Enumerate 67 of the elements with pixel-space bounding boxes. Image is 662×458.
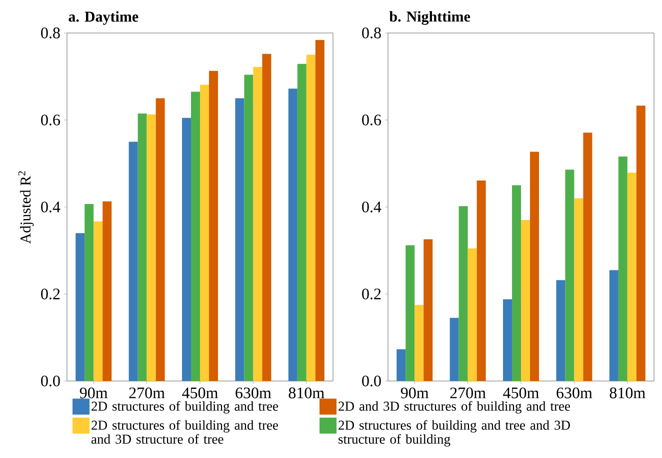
bar (262, 54, 272, 381)
x-tick-label: 270m (450, 388, 486, 398)
x-tick-label: 630m (236, 388, 272, 398)
bar (306, 54, 316, 381)
y-tick-label: 0.6 (362, 114, 382, 126)
bar (503, 299, 512, 381)
bar (424, 239, 433, 381)
x-tick-label: 810m (610, 388, 646, 398)
bar (76, 233, 85, 381)
bar (406, 245, 415, 381)
bar (146, 114, 156, 381)
bar (94, 221, 103, 381)
x-tick-label: 810m (288, 388, 324, 398)
bar (315, 40, 324, 381)
legend-label: 2D structures of building and tree (92, 401, 278, 414)
bar (235, 98, 244, 381)
y-tick-label: 0.8 (41, 28, 60, 38)
y-tick-label: 0.2 (362, 288, 381, 300)
bar (609, 270, 618, 381)
y-tick-label: 0.2 (41, 288, 60, 300)
y-tick-label: 0.4 (362, 202, 382, 212)
y-tick-label: 0.6 (41, 114, 60, 126)
bar (102, 201, 112, 381)
x-tick-label: 90m (400, 388, 429, 398)
x-tick-label: 270m (129, 388, 165, 398)
bar (244, 74, 254, 381)
bar (468, 248, 477, 381)
x-tick-label: 450m (503, 388, 539, 398)
bar (530, 152, 540, 381)
bar (565, 170, 574, 381)
bar (156, 98, 165, 381)
bar (458, 206, 468, 381)
y-tick-label: 0.4 (41, 202, 60, 212)
bar (512, 185, 522, 381)
bar (414, 304, 424, 381)
bar (209, 70, 218, 381)
bar (200, 84, 209, 381)
bar (636, 106, 646, 381)
bar (476, 180, 486, 381)
y-tick-label: 0.8 (362, 28, 381, 38)
x-tick-label: 450m (182, 388, 218, 398)
bar (627, 172, 636, 381)
y-tick-label: 0.0 (41, 376, 60, 386)
bar (396, 349, 406, 381)
bar (182, 118, 191, 381)
bar (556, 280, 566, 381)
x-tick-label: 90m (80, 388, 108, 398)
bar (128, 142, 138, 381)
bar (450, 318, 459, 381)
bar (138, 113, 147, 381)
bar (84, 204, 94, 381)
y-tick-label: 0.0 (362, 376, 381, 386)
chart-title: b. Nighttime (389, 11, 470, 25)
bar (288, 88, 298, 381)
bar (618, 156, 628, 381)
x-tick-label: 630m (556, 388, 592, 398)
bar (191, 92, 200, 381)
y-axis-title: Adjusted R$^{2}$ (18, 171, 34, 244)
chart-title: a. Daytime (68, 11, 138, 25)
legend-label: 2D structures of building and tree and 3D structure of building (338, 420, 570, 447)
bar (521, 220, 530, 381)
legend-label: 2D structures of building and tree and 3D structure of tree (91, 420, 278, 444)
bar (253, 66, 262, 381)
legend-label: 2D and 3D structures of building and tree (338, 401, 570, 414)
bar (574, 198, 584, 381)
bar (583, 132, 592, 381)
bar (297, 64, 306, 381)
